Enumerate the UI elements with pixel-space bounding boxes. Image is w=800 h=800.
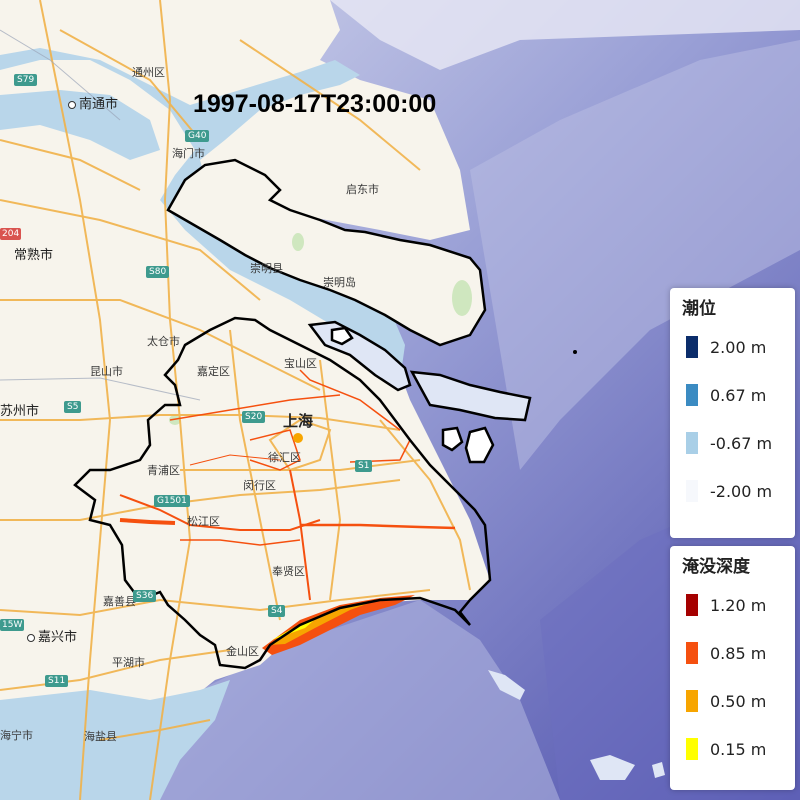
island-east-far: [590, 755, 635, 780]
island-small-2: [441, 426, 464, 452]
road-shield-g40: G40: [185, 130, 210, 142]
legend-depth-title: 淹没深度: [682, 557, 750, 577]
place-taicang: 太仓市: [147, 335, 180, 348]
flood-spot-center: [293, 433, 303, 443]
place-jiashan: 嘉善县: [103, 595, 136, 608]
place-jiaxing: 嘉兴市: [27, 626, 77, 645]
legend-swatch: [686, 480, 698, 502]
legend-swatch: [686, 642, 698, 664]
road-shield-204: 204: [0, 228, 22, 240]
flood-inundation: [119, 369, 456, 601]
place-jinshan: 金山区: [226, 645, 259, 658]
place-songjiang: 松江区: [187, 515, 220, 528]
place-haiyan: 海盐县: [84, 730, 117, 743]
city-dot-icon: [27, 633, 35, 642]
island-hengsha: [409, 370, 532, 422]
place-nantong: 南通市: [68, 93, 118, 112]
island-small-3: [464, 426, 495, 464]
place-changshu: 常熟市: [14, 248, 54, 263]
shanghai-boundary: [73, 316, 492, 670]
legend-tide-row: -0.67 m: [670, 419, 795, 467]
legend-swatch: [686, 336, 698, 358]
place-jiading: 嘉定区: [197, 365, 230, 378]
place-baoshan: 宝山区: [284, 357, 317, 370]
legend-value: 0.67 m: [710, 385, 767, 405]
road-shield-s80: S80: [146, 266, 170, 278]
road-shield-15w: 15W: [0, 619, 25, 631]
legend-value: 2.00 m: [710, 337, 767, 357]
river-channel: [0, 90, 160, 160]
place-pinghu: 平湖市: [112, 656, 145, 669]
place-jiaxing-label: 嘉兴市: [38, 630, 78, 645]
island-east-south: [488, 670, 525, 700]
place-minhang: 闵行区: [243, 479, 276, 492]
legend-swatch: [686, 738, 698, 760]
legend-tide-row: -2.00 m: [670, 467, 795, 515]
nearshore-shade: [150, 600, 560, 800]
road-shield-s4: S4: [268, 605, 286, 617]
place-nantong-label: 南通市: [79, 97, 119, 112]
legend-value: 0.50 m: [710, 691, 767, 711]
legend-depth-row: 1.20 m: [670, 581, 795, 629]
place-tongzhou: 通州区: [132, 66, 165, 79]
road-shield-s1: S1: [355, 460, 373, 472]
island-small-1: [330, 326, 354, 346]
place-qidong: 启东市: [346, 183, 379, 196]
hangzhou-bay-water: [0, 680, 230, 800]
road-shield-s20: S20: [242, 411, 266, 423]
legend-swatch: [686, 432, 698, 454]
legend-value: 0.85 m: [710, 643, 767, 663]
timestamp-title: 1997-08-17T23:00:00: [193, 90, 437, 118]
place-haimen: 海门市: [172, 147, 205, 160]
legend-depth-row: 0.50 m: [670, 677, 795, 725]
city-dot-icon: [68, 100, 76, 109]
place-suzhou: 苏州市: [0, 404, 40, 419]
legend-tide-row: 0.67 m: [670, 371, 795, 419]
legend-swatch: [686, 690, 698, 712]
coastal-flood-band: [262, 595, 415, 655]
road-shield-s5: S5: [64, 401, 82, 413]
legend-swatch: [686, 594, 698, 616]
legend-tide-title: 潮位: [682, 299, 716, 319]
tide-band-mid: [470, 40, 800, 470]
minor-roads: [0, 29, 201, 401]
legend-value: 0.15 m: [710, 739, 767, 759]
place-qingpu: 青浦区: [147, 464, 180, 477]
green-patch-3: [169, 415, 181, 425]
road-shield-s11: S11: [45, 675, 69, 687]
legend-value: -2.00 m: [710, 481, 773, 501]
place-xuhui: 徐汇区: [268, 451, 301, 464]
chongming-island: [166, 158, 487, 347]
road-shield-s79: S79: [14, 74, 38, 86]
place-haining: 海宁市: [0, 729, 33, 742]
legend-depth-row: 0.85 m: [670, 629, 795, 677]
legend-depth-row: 0.15 m: [670, 725, 795, 773]
island-dot: [573, 350, 577, 354]
road-shield-s36: S36: [133, 590, 157, 602]
land-base: [0, 0, 490, 800]
tide-band-light: [330, 0, 800, 70]
legend-swatch: [686, 384, 698, 406]
road-shield-g1501: G1501: [154, 495, 190, 507]
legend-value: 1.20 m: [710, 595, 767, 615]
place-fengxian: 奉贤区: [272, 565, 305, 578]
legend-tide: 潮位 2.00 m 0.67 m -0.67 m -2.00 m: [670, 288, 795, 538]
green-patch-2: [452, 280, 472, 316]
coastal-flood-band-inner: [268, 601, 375, 645]
place-chongming-island: 崇明岛: [323, 276, 356, 289]
green-patch-1: [292, 233, 304, 251]
place-kunshan: 昆山市: [90, 365, 123, 378]
place-shanghai: 上海: [283, 412, 314, 430]
place-chongming-county: 崇明县: [250, 262, 283, 275]
legend-tide-row: 2.00 m: [670, 323, 795, 371]
legend-depth: 淹没深度 1.20 m 0.85 m 0.50 m 0.15 m: [670, 546, 795, 790]
legend-value: -0.67 m: [710, 433, 773, 453]
island-east-tiny: [652, 762, 665, 778]
